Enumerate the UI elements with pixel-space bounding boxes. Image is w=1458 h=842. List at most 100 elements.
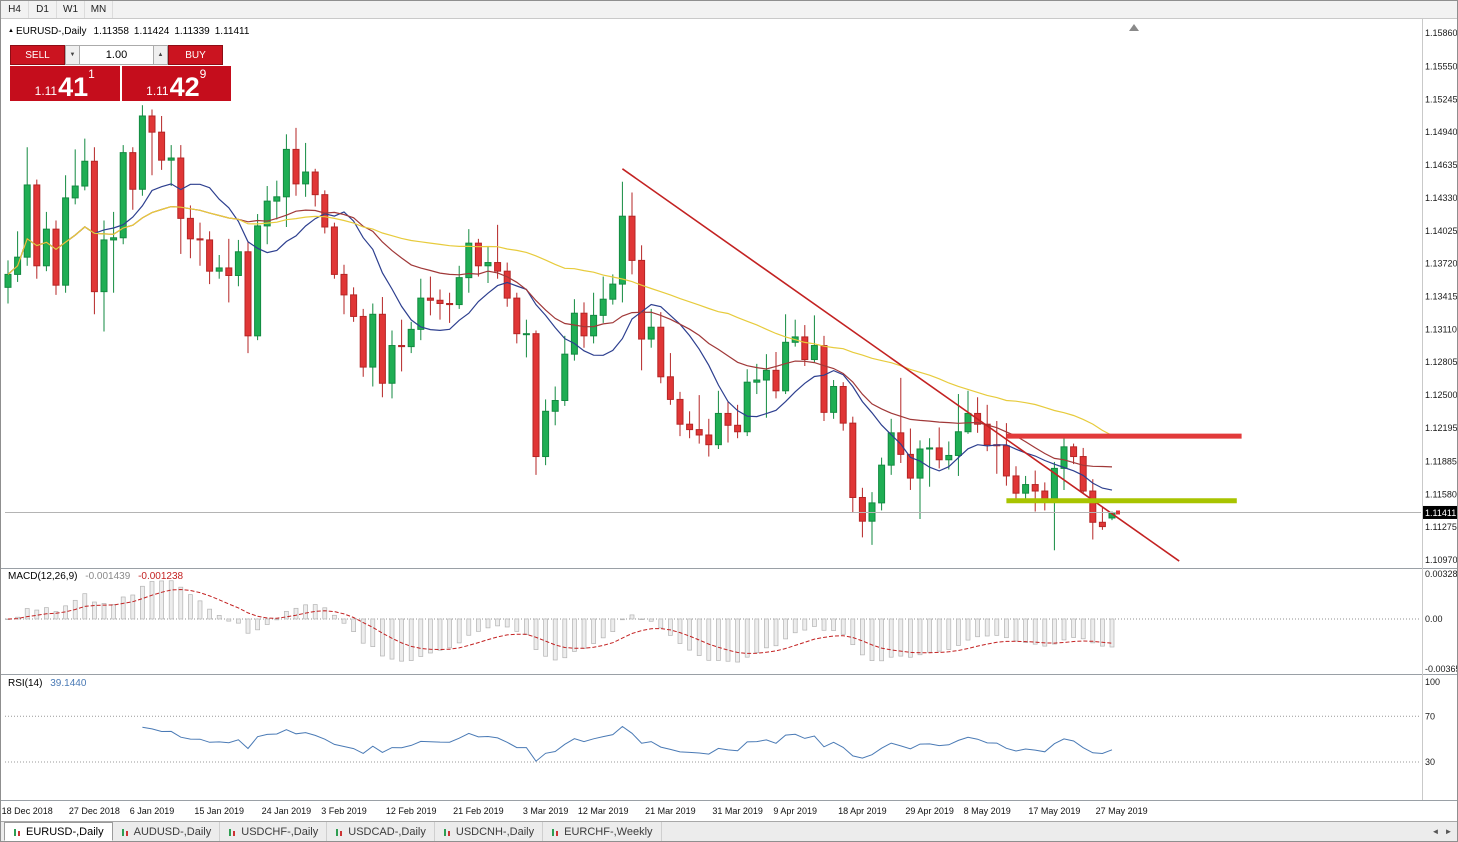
timeframe-d1-button[interactable]: D1	[29, 1, 57, 18]
buy-price-main: 42	[169, 71, 200, 102]
macd-value-2: -0.001238	[138, 571, 184, 582]
svg-text:1.12195: 1.12195	[1425, 423, 1458, 433]
scroll-to-end-marker-icon[interactable]	[1129, 24, 1139, 31]
timeframe-mn-button[interactable]: MN	[85, 1, 113, 18]
macd-signal-line	[7, 588, 1113, 654]
svg-text:30: 30	[1425, 757, 1435, 767]
header-open: 1.11358	[93, 26, 129, 37]
svg-text:1.10970: 1.10970	[1425, 555, 1458, 565]
rsi-indicator-label: RSI(14) 39.1440	[8, 678, 86, 689]
macd-indicator-label: MACD(12,26,9) -0.001439 -0.001238	[8, 571, 183, 582]
macd-value-1: -0.001439	[85, 571, 131, 582]
chart-tab-icon	[443, 827, 452, 836]
tab-usdchf-daily[interactable]: USDCHF-,Daily	[220, 822, 328, 841]
svg-text:1.13415: 1.13415	[1425, 292, 1458, 302]
tab-scroll-right-button[interactable]: ►	[1444, 827, 1453, 836]
svg-text:8 May 2019: 8 May 2019	[964, 806, 1011, 816]
svg-text:31 Mar 2019: 31 Mar 2019	[712, 806, 763, 816]
rsi-value: 39.1440	[50, 678, 87, 689]
ma-10-line	[7, 183, 1113, 491]
svg-text:21 Mar 2019: 21 Mar 2019	[645, 806, 696, 816]
svg-text:1.15550: 1.15550	[1425, 61, 1458, 71]
symbol-marker-icon: ▲	[8, 28, 14, 34]
current-price-badge	[1423, 505, 1457, 519]
svg-text:1.15860: 1.15860	[1425, 28, 1458, 38]
tab-label: EURCHF-,Weekly	[564, 825, 653, 838]
svg-text:17 May 2019: 17 May 2019	[1028, 806, 1080, 816]
svg-text:1.11580: 1.11580	[1425, 489, 1457, 499]
svg-text:1.14330: 1.14330	[1425, 193, 1458, 203]
tab-usdcnh-daily[interactable]: USDCNH-,Daily	[435, 822, 544, 841]
svg-text:1.14635: 1.14635	[1425, 160, 1458, 170]
buy-price-button[interactable]: 1.11 42 9	[121, 66, 231, 102]
header-symbol: EURUSD-,Daily	[15, 26, 87, 37]
svg-text:1.11411: 1.11411	[1425, 508, 1456, 518]
tab-label: USDCHF-,Daily	[241, 825, 319, 838]
tab-eurusd-daily[interactable]: EURUSD-,Daily	[4, 822, 113, 841]
svg-text:1.12500: 1.12500	[1425, 390, 1458, 400]
tab-eurchf-weekly[interactable]: EURCHF-,Weekly	[543, 822, 662, 841]
svg-text:1.15245: 1.15245	[1425, 94, 1458, 104]
svg-text:1.13110: 1.13110	[1425, 324, 1457, 334]
timeframe-w1-button[interactable]: W1	[57, 1, 85, 18]
chart-tab-icon	[13, 827, 22, 836]
chart-tab-icon	[551, 827, 560, 836]
volume-decrease-button[interactable]: ▼	[65, 45, 80, 65]
timeframe-h4-button[interactable]: H4	[1, 1, 29, 18]
svg-text:1.14940: 1.14940	[1425, 127, 1458, 137]
trade-prices-row: 1.11 41 1 1.11 42 9	[10, 66, 231, 101]
volume-increase-button[interactable]: ▲	[153, 45, 168, 65]
svg-text:24 Jan 2019: 24 Jan 2019	[262, 806, 312, 816]
svg-text:1.12805: 1.12805	[1425, 357, 1458, 367]
buy-button[interactable]: BUY	[168, 45, 223, 65]
tab-label: AUDUSD-,Daily	[133, 825, 212, 838]
sell-price-main: 41	[58, 71, 89, 102]
tab-label: USDCAD-,Daily	[348, 825, 426, 838]
svg-text:1.11885: 1.11885	[1425, 456, 1457, 466]
chart-ohlc-header: ▲ EURUSD-,Daily 1.11358 1.11424 1.11339 1.114…	[8, 26, 254, 37]
rsi-name: RSI(14)	[8, 678, 43, 689]
timeframe-toolbar: H4 D1 W1 MN	[1, 1, 1457, 19]
chart-canvas[interactable]: 1.15860 1.15550 1.15245 1.14940 1.14635 1.143…	[1, 19, 1458, 823]
header-low: 1.11339	[174, 26, 210, 37]
svg-text:-0.00365: -0.00365	[1425, 664, 1458, 674]
svg-text:15 Jan 2019: 15 Jan 2019	[194, 806, 244, 816]
chart-tab-icon	[121, 827, 130, 836]
svg-text:70: 70	[1425, 711, 1435, 721]
svg-text:27 May 2019: 27 May 2019	[1096, 806, 1148, 816]
svg-text:1.14025: 1.14025	[1425, 226, 1458, 236]
svg-text:3 Feb 2019: 3 Feb 2019	[321, 806, 367, 816]
macd-name: MACD(12,26,9)	[8, 571, 78, 582]
svg-text:0.00: 0.00	[1425, 614, 1443, 624]
svg-text:0.00328: 0.00328	[1425, 569, 1458, 579]
rsi-line	[142, 725, 1113, 762]
trade-controls-row: SELL ▼ ▲ BUY	[10, 45, 231, 65]
tab-usdcad-daily[interactable]: USDCAD-,Daily	[327, 822, 435, 841]
last-tick-marker	[1116, 510, 1120, 515]
ma-50-line	[7, 205, 1113, 436]
sell-price-button[interactable]: 1.11 41 1	[10, 66, 120, 101]
tab-scroll-controls: ◄ ►	[1429, 822, 1457, 841]
macd-histogram	[5, 580, 1115, 663]
buy-price-prefix: 1.11	[146, 84, 169, 98]
sell-price-pip: 1	[88, 67, 95, 81]
sell-button[interactable]: SELL	[10, 45, 65, 65]
volume-input[interactable]	[80, 45, 153, 65]
tab-scroll-left-button[interactable]: ◄	[1431, 827, 1440, 836]
descending-trendline[interactable]	[621, 168, 1180, 562]
svg-text:9 Apr 2019: 9 Apr 2019	[773, 806, 817, 816]
svg-text:29 Apr 2019: 29 Apr 2019	[905, 806, 954, 816]
tab-label: USDCNH-,Daily	[455, 825, 535, 838]
chart-tab-icon	[228, 827, 237, 836]
svg-text:12 Feb 2019: 12 Feb 2019	[386, 806, 437, 816]
tab-audusd-daily[interactable]: AUDUSD-,Daily	[113, 822, 221, 841]
candles-layer	[4, 105, 1116, 551]
buy-price-pip: 9	[199, 67, 207, 81]
chart-tab-bar: EURUSD-,Daily AUDUSD-,Daily USDCHF-,Dail…	[1, 821, 1457, 841]
svg-text:6 Jan 2019: 6 Jan 2019	[130, 806, 175, 816]
header-close: 1.11411	[214, 26, 250, 37]
chart-tab-icon	[335, 827, 344, 836]
svg-text:21 Feb 2019: 21 Feb 2019	[453, 806, 504, 816]
header-high: 1.11424	[133, 26, 170, 37]
